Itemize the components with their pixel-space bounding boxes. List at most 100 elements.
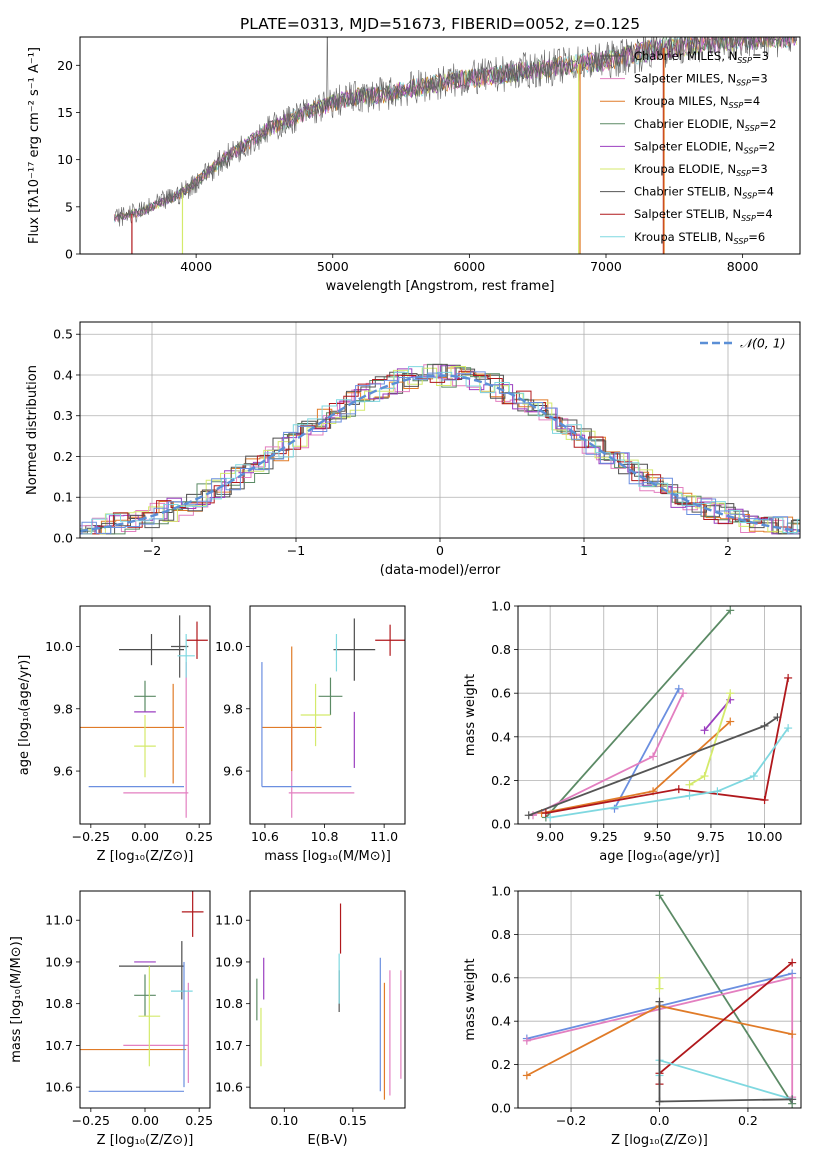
x-tick-label: 2 — [724, 543, 732, 558]
y-tick-label: 0.8 — [491, 642, 511, 657]
weight-marker — [674, 684, 683, 693]
y-tick-label: 15 — [57, 105, 73, 120]
x-tick-label: 6000 — [453, 259, 485, 274]
spectrum-axes: 4000 5000 6000 7000 8000 0 5 10 15 20 wavelength [… — [27, 47, 759, 294]
weight-line — [658, 894, 793, 1105]
x-tick-label: 0.15 — [339, 1113, 367, 1128]
y-tick-label: 10.9 — [215, 954, 243, 969]
legend-label: Kroupa STELIB, NSSP=6 — [634, 230, 765, 246]
x-tick-label: −0.25 — [72, 1113, 110, 1128]
x-tick-label: 0.00 — [131, 1113, 159, 1128]
weight-marker — [674, 785, 683, 794]
weight-marker — [726, 606, 735, 615]
y-tick-label: 10 — [57, 152, 73, 167]
legend-label: Salpeter ELODIE, NSSP=2 — [634, 139, 775, 155]
y-tick-label: 10.7 — [215, 1038, 243, 1053]
y-tick-label: 0.2 — [491, 773, 511, 788]
weight-line — [659, 1098, 793, 1103]
weight-marker — [749, 772, 758, 781]
errorbar-point — [171, 615, 189, 678]
x-tick-label: −1 — [287, 543, 305, 558]
residuals-axes: −2 −1 0 1 2 0.0 0.1 0.2 0.3 0.4 0.5 (data-model)/er… — [25, 322, 800, 578]
weight-line — [532, 692, 684, 817]
y-tick-label: 0.1 — [53, 490, 73, 505]
weight-marker — [788, 1030, 797, 1039]
age_vs_Z-xlabel: Z [log₁₀(Z/Z⊙)] — [97, 849, 194, 864]
mass_vs_Z-frame — [79, 890, 211, 1109]
y-tick-label: 5 — [65, 199, 73, 214]
y-tick-label: 10.6 — [45, 1080, 73, 1095]
y-tick-label: 0.2 — [491, 1057, 511, 1072]
legend-label: Salpeter STELIB, NSSP=4 — [634, 207, 773, 223]
x-tick-label: 0.10 — [270, 1113, 298, 1128]
figure-title: PLATE=0313, MJD=51673, FIBERID=0052, z=0… — [240, 15, 640, 33]
residuals-frame — [79, 321, 801, 539]
mass_vs_EBV-xlabel: E(B-V) — [307, 1133, 347, 1148]
x-tick-label: 9.75 — [697, 829, 725, 844]
weight-marker — [760, 721, 769, 730]
x-tick-label: 9.25 — [590, 829, 618, 844]
weight-marker — [685, 780, 694, 789]
residual-histogram — [80, 364, 800, 535]
errorbar-point — [134, 715, 156, 778]
weight-marker — [649, 752, 658, 761]
weight-marker — [679, 689, 688, 698]
x-tick-label: 9.00 — [536, 829, 564, 844]
y-tick-label: 0.0 — [53, 531, 73, 546]
legend-label: Chabrier STELIB, NSSP=4 — [634, 185, 774, 201]
legend-label: 𝒩(0, 1) — [740, 336, 786, 351]
y-tick-label: 10.6 — [215, 1080, 243, 1095]
mass_vs_EBV-axes: 0.10 0.15 10.6 10.7 10.8 10.9 11.0 E(B-V) — [215, 913, 367, 1148]
weight-marker — [541, 809, 550, 818]
x-tick-label: 9.50 — [643, 829, 671, 844]
weight-marker — [700, 726, 709, 735]
y-tick-label: 9.6 — [223, 764, 243, 779]
errorbar-point — [318, 677, 343, 715]
y-tick-label: 9.8 — [223, 701, 243, 716]
weight_vs_age-frame — [517, 605, 802, 825]
errorbar-point — [300, 683, 331, 747]
y-tick-label: 0.6 — [491, 686, 511, 701]
weight-marker — [655, 891, 664, 900]
weight-marker — [788, 958, 797, 967]
errorbar-point — [134, 680, 156, 712]
weight-marker — [784, 673, 793, 682]
mass_vs_Z-ylabel: mass [log₁₀(M/M⊙)] — [9, 936, 24, 1063]
weight_vs_age-ylabel: mass weight — [463, 674, 478, 756]
weight-marker — [726, 689, 735, 698]
legend-label: Kroupa ELODIE, NSSP=3 — [634, 162, 768, 178]
x-tick-label: 5000 — [317, 259, 349, 274]
weight-line — [545, 609, 731, 819]
weight-marker — [522, 1071, 531, 1080]
weight_vs_age-xlabel: age [log₁₀(age/yr)] — [599, 849, 720, 864]
weight-marker — [784, 724, 793, 733]
legend-label: Salpeter MILES, NSSP=3 — [634, 72, 768, 88]
weight-marker — [760, 796, 769, 805]
x-tick-label: 7000 — [590, 259, 622, 274]
legend-label: Chabrier MILES, NSSP=3 — [634, 49, 769, 65]
age_vs_mass-axes: 10.6 10.8 11.0 9.6 9.8 10.0 mass [log₁₀(M/M⊙)] — [215, 639, 398, 864]
y-tick-label: 1.0 — [491, 884, 511, 899]
y-tick-label: 10.8 — [45, 996, 73, 1011]
weight-marker — [524, 811, 533, 820]
errorbar-point — [134, 974, 156, 1017]
mass_vs_Z-xlabel: Z [log₁₀(Z/Z⊙)] — [97, 1133, 194, 1148]
y-tick-label: 0.0 — [491, 817, 511, 832]
x-tick-label: 0 — [436, 543, 444, 558]
age_vs_mass-frame — [249, 605, 406, 825]
weight-line — [545, 677, 789, 814]
weight-line — [658, 1059, 793, 1101]
spectrum-frame — [79, 36, 801, 255]
x-tick-label: −2 — [143, 543, 161, 558]
x-tick-label: 4000 — [180, 259, 212, 274]
y-tick-label: 0.3 — [53, 408, 73, 423]
weight_vs_Z-xlabel: Z [log₁₀(Z/Z⊙)] — [611, 1133, 708, 1148]
residual-histogram — [80, 365, 800, 535]
y-tick-label: 1.0 — [491, 599, 511, 614]
weight-marker — [655, 984, 664, 993]
weight-marker — [700, 772, 709, 781]
y-tick-label: 10.7 — [45, 1038, 73, 1053]
y-tick-label: 10.9 — [45, 954, 73, 969]
y-tick-label: 0.4 — [53, 367, 73, 382]
